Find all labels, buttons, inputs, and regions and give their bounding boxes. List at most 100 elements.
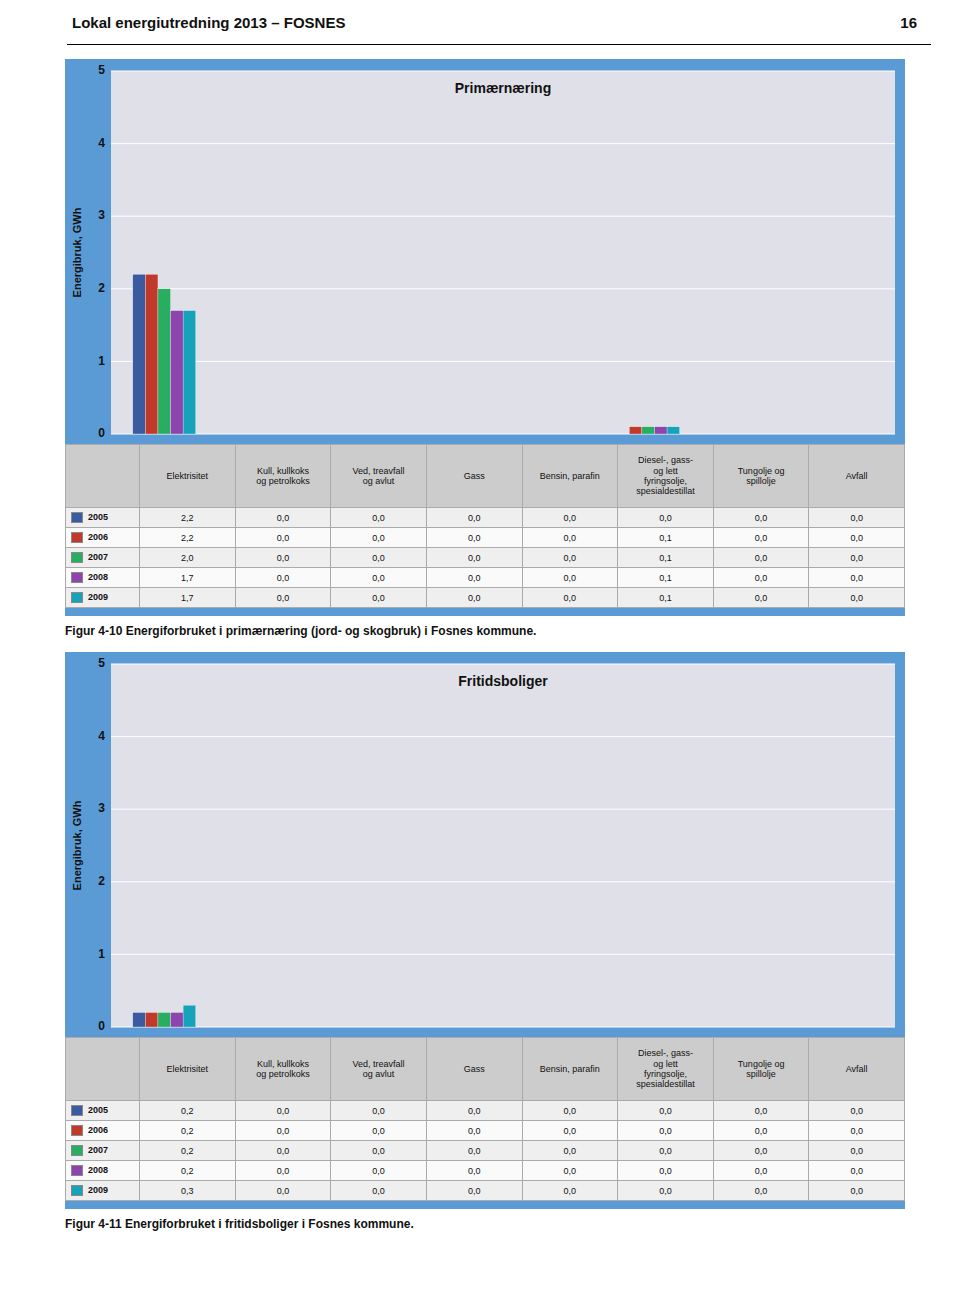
grid-line: [111, 361, 895, 362]
table-value: 0,0: [426, 588, 522, 608]
table-row: 20091,70,00,00,00,00,10,00,0: [66, 588, 905, 608]
table-value: 0,0: [713, 1121, 809, 1141]
table-value: 0,0: [713, 568, 809, 588]
bar: [739, 434, 752, 435]
bar: [520, 434, 533, 435]
bar: [558, 434, 571, 435]
bar: [158, 289, 171, 434]
legend-label: 2005: [88, 1105, 108, 1115]
legend-swatch: [71, 1165, 83, 1176]
bar: [280, 434, 293, 435]
table-row: 20050,20,00,00,00,00,00,00,0: [66, 1101, 905, 1121]
y-tick-label: 2: [98, 281, 105, 295]
bar: [280, 1027, 293, 1028]
page-header: Lokal energiutredning 2013 – FOSNES16: [67, 0, 931, 45]
table-value: 0,0: [331, 548, 427, 568]
table-value: 0,0: [522, 1121, 618, 1141]
table-cell: 2009: [66, 1181, 140, 1201]
table-row: 20090,30,00,00,00,00,00,00,0: [66, 1181, 905, 1201]
table-value: 0,0: [713, 1161, 809, 1181]
table-value: 0,0: [426, 1161, 522, 1181]
table-cell: 2008: [66, 568, 140, 588]
bar: [133, 274, 146, 434]
y-axis-label: Energibruk, GWh: [71, 207, 83, 297]
bar: [629, 427, 642, 434]
bar: [570, 434, 583, 435]
bar: [642, 427, 655, 434]
caption: Figur 4-10 Energiforbruket i primærnærin…: [65, 624, 905, 638]
table-value: 0,0: [522, 528, 618, 548]
bar: [545, 434, 558, 435]
bar: [533, 434, 546, 435]
grid-line: [111, 71, 895, 72]
table-value: 0,0: [331, 1101, 427, 1121]
category-label: Kull, kullkoks og petrolkoks: [235, 445, 331, 508]
bar: [520, 1027, 533, 1028]
bar: [861, 434, 874, 435]
bar: [667, 427, 680, 434]
table-value: 0,0: [426, 568, 522, 588]
bar: [835, 434, 848, 435]
bar: [436, 1027, 449, 1028]
category-label: Kull, kullkoks og petrolkoks: [235, 1038, 331, 1101]
table-corner: [66, 1038, 140, 1101]
data-table: ElektrisitetKull, kullkoks og petrolkoks…: [65, 1037, 905, 1201]
legend-label: 2006: [88, 1125, 108, 1135]
table-value: 0,0: [713, 1141, 809, 1161]
bar: [558, 1027, 571, 1028]
table-value: 0,0: [618, 1101, 714, 1121]
bar: [255, 1027, 268, 1028]
legend-label: 2005: [88, 512, 108, 522]
table-value: 0,0: [331, 1161, 427, 1181]
bar: [848, 434, 861, 435]
table-value: 0,2: [140, 1101, 236, 1121]
bar: [835, 1027, 848, 1028]
bar: [267, 1027, 280, 1028]
chart-block: 012345Energibruk, GWhFritidsboligerElekt…: [65, 652, 905, 1209]
table-value: 0,0: [522, 548, 618, 568]
table-value: 0,0: [713, 508, 809, 528]
category-label: Ved, treavfall og avlut: [331, 445, 427, 508]
bars: [133, 274, 680, 434]
table-row: 20081,70,00,00,00,00,10,00,0: [66, 568, 905, 588]
bar: [448, 1027, 461, 1028]
bar: [423, 434, 436, 435]
legend-swatch: [71, 552, 83, 563]
bar: [436, 434, 449, 435]
legend-label: 2006: [88, 532, 108, 542]
table-value: 0,0: [331, 508, 427, 528]
table-value: 0,3: [140, 1181, 236, 1201]
table-value: 0,0: [809, 588, 905, 608]
table-cell: 2006: [66, 528, 140, 548]
bar: [461, 1027, 474, 1028]
bar: [171, 1012, 184, 1027]
bar: [642, 1027, 655, 1028]
table-value: 2,2: [140, 528, 236, 548]
grid-line: [111, 434, 895, 435]
category-label: Tungolje og spillolje: [713, 445, 809, 508]
bar: [364, 1027, 377, 1028]
table-row: 20060,20,00,00,00,00,00,00,0: [66, 1121, 905, 1141]
chart: 012345Energibruk, GWhPrimærnæring: [65, 59, 905, 444]
data-table: ElektrisitetKull, kullkoks og petrolkoks…: [65, 444, 905, 608]
table-value: 0,2: [140, 1121, 236, 1141]
y-tick-label: 4: [98, 729, 105, 743]
table-value: 0,0: [713, 528, 809, 548]
bar: [654, 1027, 667, 1028]
chart-block: 012345Energibruk, GWhPrimærnæringElektri…: [65, 59, 905, 616]
bar: [617, 434, 630, 435]
legend-label: 2009: [88, 592, 108, 602]
bar: [242, 1027, 255, 1028]
bar: [255, 434, 268, 435]
category-label: Elektrisitet: [140, 1038, 236, 1101]
bar: [326, 434, 339, 435]
grid-line: [111, 664, 895, 665]
table-value: 0,1: [618, 588, 714, 608]
legend-label: 2008: [88, 1165, 108, 1175]
table-value: 0,0: [809, 508, 905, 528]
y-tick-label: 1: [98, 947, 105, 961]
category-label: Gass: [426, 1038, 522, 1101]
bar: [267, 434, 280, 435]
table-value: 0,1: [618, 548, 714, 568]
bar: [714, 434, 727, 435]
